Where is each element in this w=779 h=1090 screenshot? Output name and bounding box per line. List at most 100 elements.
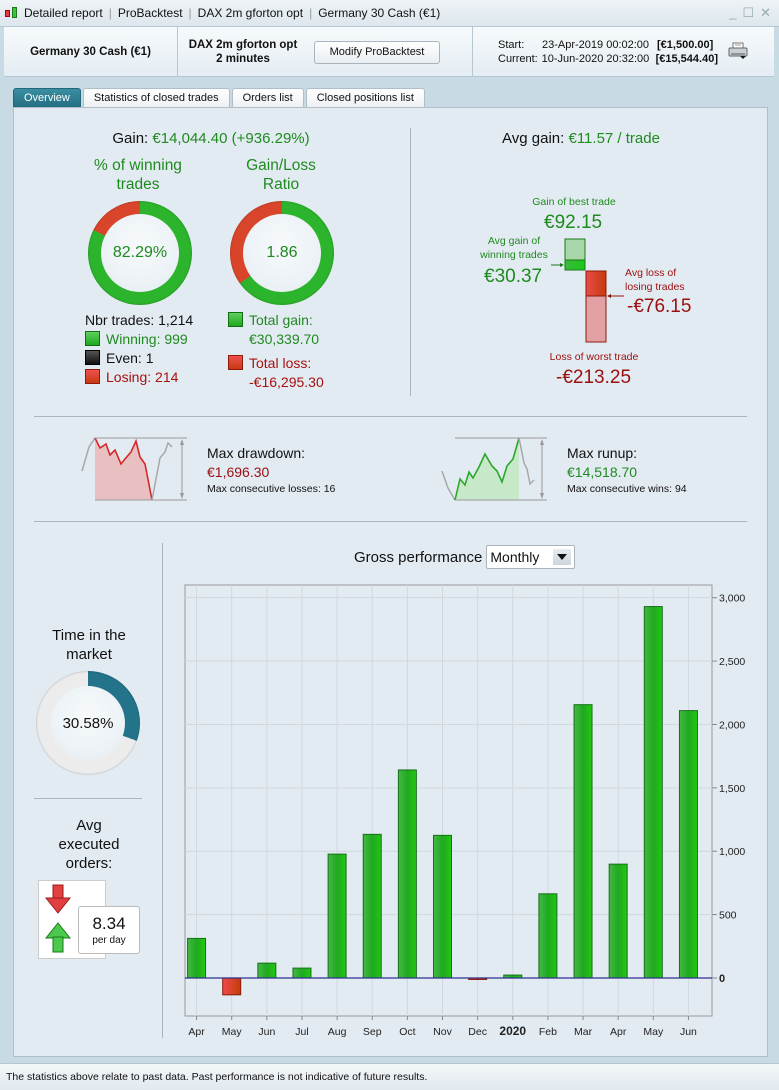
chart-bar — [292, 967, 312, 979]
chart-bar — [397, 769, 417, 979]
total-gain-label: Total gain: — [249, 312, 313, 328]
x-tick-label: Jun — [258, 1026, 275, 1038]
x-tick-label: Oct — [399, 1026, 415, 1038]
breadcrumb-probacktest: ProBacktest — [117, 6, 183, 20]
gain-loss-legend: Total gain: €30,339.70 Total loss: -€16,… — [228, 311, 324, 392]
breadcrumb-detailed-report: Detailed report — [24, 6, 103, 20]
print-icon[interactable] — [728, 42, 748, 60]
winning-pct: 82.29% — [101, 214, 179, 292]
up-arrow-icon — [44, 922, 72, 953]
chart-bar — [222, 977, 242, 996]
avg-gain: Avg gain: €11.57 / trade — [411, 130, 751, 147]
gain-loss-ratio-title: Gain/Loss Ratio — [214, 156, 348, 194]
x-tick-label: Jul — [295, 1026, 308, 1038]
winning-trades-title: % of winning trades — [70, 156, 206, 194]
avg-win-value: €30.37 — [484, 266, 543, 287]
x-tick-label: Nov — [433, 1026, 452, 1038]
winning-trades-donut: 82.29% — [88, 201, 192, 305]
runup-title: Max runup: — [567, 445, 638, 461]
avg-win-label: Avg gain of winning trades — [464, 234, 564, 262]
gain-loss-ratio-donut: 1.86 — [230, 201, 334, 305]
total-loss-label: Total loss: — [249, 355, 312, 371]
column-divider — [162, 543, 163, 1038]
close-icon[interactable]: ✕ — [760, 5, 771, 20]
avg-gain-value: €11.57 / trade — [568, 130, 660, 147]
minimize-icon[interactable]: _ — [729, 5, 737, 20]
winning-count: Winning: 999 — [106, 331, 188, 347]
instrument-name: Germany 30 Cash (€1) — [4, 27, 178, 77]
runup-value: €14,518.70 — [567, 464, 638, 480]
runup-sparkline-icon — [441, 437, 547, 501]
worst-trade-label: Loss of worst trade — [549, 351, 639, 363]
section-divider — [34, 521, 747, 522]
x-tick-label: May — [643, 1026, 664, 1038]
worst-trade-value: -€213.25 — [556, 367, 632, 388]
period-select[interactable]: Monthly — [486, 545, 576, 569]
avg-executed-orders-box: 8.34 per day — [78, 906, 140, 954]
chart-bar — [327, 853, 347, 979]
x-tick-label: 2020 — [499, 1024, 526, 1038]
tab-overview[interactable]: Overview — [13, 88, 81, 107]
start-amount: [€1,500.00] — [657, 39, 714, 51]
even-count: Even: 1 — [106, 350, 154, 366]
y-tick-label: 500 — [719, 910, 737, 922]
chart-bar — [257, 962, 277, 979]
down-arrow-icon — [44, 884, 72, 914]
tab-statistics-closed-trades[interactable]: Statistics of closed trades — [82, 88, 230, 107]
disclaimer-text: The statistics above relate to past data… — [6, 1071, 428, 1083]
ratio-value: 1.86 — [243, 214, 321, 292]
current-date: 10-Jun-2020 20:32:00 — [541, 53, 650, 65]
drawdown-value: €1,696.30 — [207, 464, 270, 480]
x-tick-label: Mar — [574, 1026, 593, 1038]
max-consecutive-losses: Max consecutive losses: 16 — [207, 483, 336, 495]
chart-bar — [433, 834, 452, 979]
disclaimer-bar: The statistics above relate to past data… — [0, 1063, 779, 1090]
drawdown-sparkline-icon — [81, 437, 187, 501]
losing-count: Losing: 214 — [106, 369, 179, 385]
candlestick-app-icon — [4, 6, 20, 20]
winning-title-line2: trades — [116, 176, 160, 193]
avg-exec-title-line3: orders: — [65, 855, 113, 872]
drawdown-title: Max drawdown: — [207, 445, 306, 461]
start-label: Start: — [498, 39, 525, 51]
current-label: Current: — [498, 53, 538, 65]
nbr-trades: Nbr trades: 1,214 — [85, 312, 194, 328]
chart-bar — [608, 863, 628, 979]
gain-label: Gain: — [112, 130, 149, 147]
total-gain-value: €30,339.70 — [249, 331, 320, 347]
x-tick-label: Apr — [188, 1026, 205, 1038]
chart-bar — [362, 833, 382, 979]
x-tick-label: Apr — [610, 1026, 627, 1038]
ratio-title-line2: Ratio — [262, 176, 300, 193]
tab-orders-list[interactable]: Orders list — [231, 88, 304, 107]
avg-executed-orders-title: Avg executed orders: — [34, 816, 144, 873]
tab-closed-positions-list[interactable]: Closed positions list — [305, 88, 425, 107]
avg-loss-label-line1: Avg loss of — [625, 267, 677, 279]
overview-panel: Gain: €14,044.40 (+936.29%) % of winning… — [13, 107, 768, 1057]
y-tick-label: 1,500 — [719, 783, 745, 795]
winning-title-line1: % of winning — [94, 157, 182, 174]
report-header: Germany 30 Cash (€1) DAX 2m gforton opt … — [4, 27, 774, 77]
breadcrumb-separator: | — [188, 6, 192, 20]
y-tick-label: 2,000 — [719, 719, 745, 731]
losing-swatch-icon — [85, 369, 100, 384]
breadcrumb-separator: | — [108, 6, 112, 20]
breadcrumb-instrument: Germany 30 Cash (€1) — [318, 6, 441, 20]
current-amount: [€15,544.40] — [655, 53, 718, 65]
date-range: Start: 23-Apr-2019 00:02:00 [€1,500.00] … — [498, 27, 718, 77]
avg-exec-title-line1: Avg — [76, 817, 102, 834]
report-tabs: Overview Statistics of closed trades Ord… — [13, 88, 425, 107]
even-swatch-icon — [85, 350, 100, 365]
x-tick-label: Aug — [328, 1026, 347, 1038]
x-tick-label: Jun — [680, 1026, 697, 1038]
chart-bar — [573, 704, 593, 979]
maximize-icon[interactable]: ☐ — [742, 5, 755, 20]
modify-probacktest-button[interactable]: Modify ProBacktest — [314, 40, 440, 64]
gain-value: €14,044.40 (+936.29%) — [152, 130, 310, 147]
best-trade-label: Gain of best trade — [532, 196, 616, 208]
x-tick-label: May — [222, 1026, 243, 1038]
avg-loss-label: Avg loss of losing trades — [625, 266, 705, 294]
chevron-down-icon[interactable] — [553, 549, 572, 565]
window-titlebar: Detailed report | ProBacktest | DAX 2m g… — [0, 0, 779, 27]
avg-loss-label-line2: losing trades — [625, 281, 685, 293]
